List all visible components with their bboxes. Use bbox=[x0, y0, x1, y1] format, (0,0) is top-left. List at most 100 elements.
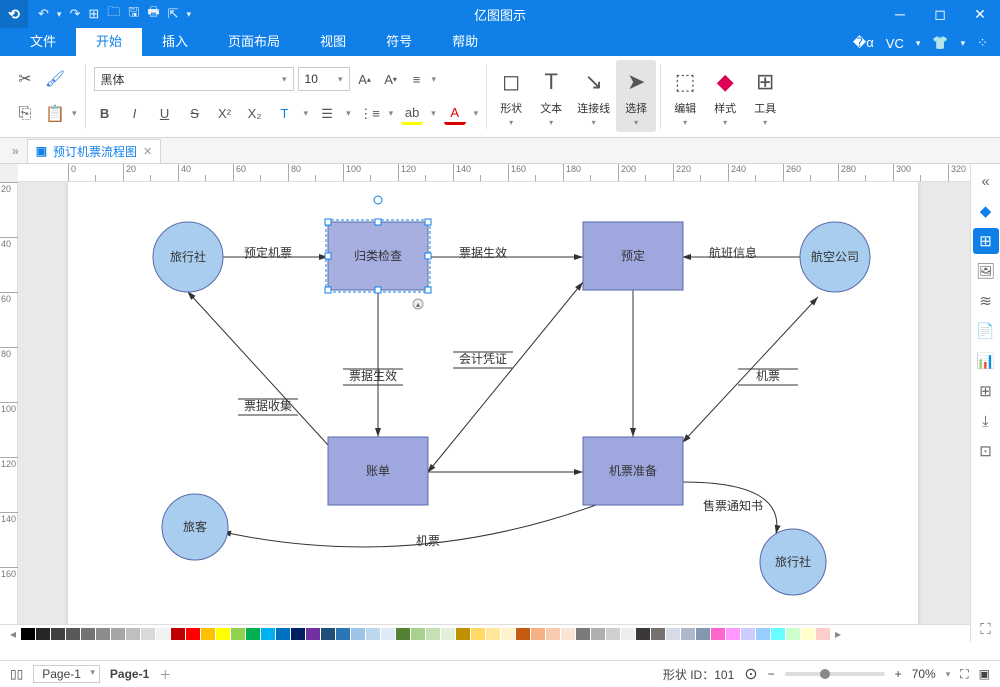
redo-icon[interactable]: ↷ bbox=[69, 6, 80, 22]
color-swatch[interactable] bbox=[606, 628, 620, 640]
color-swatch[interactable] bbox=[726, 628, 740, 640]
new-icon[interactable]: ⊞ bbox=[88, 6, 99, 22]
color-swatch[interactable] bbox=[261, 628, 275, 640]
tab-expand-icon[interactable]: » bbox=[4, 144, 27, 158]
grid-icon[interactable]: ⁘ bbox=[977, 35, 988, 51]
copy-icon[interactable]: ⎘ bbox=[12, 101, 38, 127]
edit-tool[interactable]: ⬚编辑▾ bbox=[665, 60, 705, 132]
superscript-icon[interactable]: X² bbox=[214, 103, 236, 125]
bullets-icon[interactable]: ⋮≡ bbox=[359, 103, 381, 125]
color-swatch[interactable] bbox=[696, 628, 710, 640]
color-swatch[interactable] bbox=[201, 628, 215, 640]
color-swatch[interactable] bbox=[246, 628, 260, 640]
undo-dropdown-icon[interactable]: ▾ bbox=[57, 9, 62, 20]
color-swatch[interactable] bbox=[126, 628, 140, 640]
page-selector[interactable]: Page-1 bbox=[33, 665, 100, 683]
color-swatch[interactable] bbox=[396, 628, 410, 640]
tools-tool[interactable]: ⊞工具▾ bbox=[745, 60, 785, 132]
color-swatch[interactable] bbox=[666, 628, 680, 640]
save-icon[interactable]: 🖫 bbox=[128, 3, 139, 25]
palette-right-icon[interactable]: ▸ bbox=[831, 627, 845, 641]
chart-panel-icon[interactable]: 📊 bbox=[973, 348, 999, 374]
grow-font-icon[interactable]: A▴ bbox=[354, 68, 376, 90]
canvas[interactable]: 预定机票票据生效航班信息票据生效会计凭证票据收集机票售票通知书机票旅行社归类检查… bbox=[18, 182, 970, 624]
style-tool[interactable]: ◆样式▾ bbox=[705, 60, 745, 132]
color-swatch[interactable] bbox=[636, 628, 650, 640]
color-swatch[interactable] bbox=[471, 628, 485, 640]
color-swatch[interactable] bbox=[741, 628, 755, 640]
color-swatch[interactable] bbox=[546, 628, 560, 640]
paste-icon[interactable]: 📋 bbox=[42, 101, 68, 127]
color-swatch[interactable] bbox=[786, 628, 800, 640]
close-button[interactable]: ✕ bbox=[960, 0, 1000, 28]
color-swatch[interactable] bbox=[561, 628, 575, 640]
document-tab[interactable]: ▣ 预订机票流程图 ✕ bbox=[27, 139, 162, 163]
fit-page-icon[interactable]: ⛶ bbox=[960, 667, 968, 682]
color-swatch[interactable] bbox=[81, 628, 95, 640]
color-swatch[interactable] bbox=[531, 628, 545, 640]
color-swatch[interactable] bbox=[456, 628, 470, 640]
italic-icon[interactable]: I bbox=[124, 103, 146, 125]
line-spacing-icon[interactable]: ☰ bbox=[316, 103, 338, 125]
open-icon[interactable]: 🗀 bbox=[107, 3, 120, 25]
export-dropdown-icon[interactable]: ▾ bbox=[187, 9, 192, 20]
color-swatch[interactable] bbox=[216, 628, 230, 640]
color-swatch[interactable] bbox=[771, 628, 785, 640]
color-swatch[interactable] bbox=[171, 628, 185, 640]
menu-tab-6[interactable]: 帮助 bbox=[432, 26, 498, 56]
menu-tab-2[interactable]: 插入 bbox=[142, 26, 208, 56]
color-swatch[interactable] bbox=[111, 628, 125, 640]
shrink-font-icon[interactable]: A▾ bbox=[380, 68, 402, 90]
color-swatch[interactable] bbox=[651, 628, 665, 640]
highlight-icon[interactable]: ab bbox=[401, 103, 423, 125]
cut-icon[interactable]: ✂ bbox=[12, 66, 38, 92]
vc-label[interactable]: VC bbox=[886, 36, 904, 51]
zoom-slider[interactable] bbox=[785, 672, 885, 676]
color-swatch[interactable] bbox=[366, 628, 380, 640]
color-swatch[interactable] bbox=[516, 628, 530, 640]
format-painter-icon[interactable]: 🖌 bbox=[42, 66, 68, 92]
color-swatch[interactable] bbox=[501, 628, 515, 640]
bold-icon[interactable]: B bbox=[94, 103, 116, 125]
color-swatch[interactable] bbox=[96, 628, 110, 640]
color-swatch[interactable] bbox=[51, 628, 65, 640]
align-icon[interactable]: ≡ bbox=[406, 68, 428, 90]
color-swatch[interactable] bbox=[276, 628, 290, 640]
strike-icon[interactable]: S bbox=[184, 103, 206, 125]
color-swatch[interactable] bbox=[756, 628, 770, 640]
select-tool[interactable]: ➤选择▾ bbox=[616, 60, 656, 132]
color-swatch[interactable] bbox=[306, 628, 320, 640]
color-swatch[interactable] bbox=[321, 628, 335, 640]
color-swatch[interactable] bbox=[801, 628, 815, 640]
menu-tab-5[interactable]: 符号 bbox=[366, 26, 432, 56]
color-swatch[interactable] bbox=[21, 628, 35, 640]
page-panel-icon[interactable]: 📄 bbox=[973, 318, 999, 344]
table-panel-icon[interactable]: ⊞ bbox=[973, 378, 999, 404]
color-swatch[interactable] bbox=[66, 628, 80, 640]
maximize-button[interactable]: ◻ bbox=[920, 0, 960, 28]
font-family-select[interactable]: 黑体▾ bbox=[94, 67, 294, 91]
text-tool[interactable]: T文本▾ bbox=[531, 60, 571, 132]
export-icon[interactable]: ⇱ bbox=[168, 6, 179, 22]
color-swatch[interactable] bbox=[351, 628, 365, 640]
shape-tool[interactable]: ◻形状▾ bbox=[491, 60, 531, 132]
font-color-icon[interactable]: A bbox=[444, 103, 466, 125]
color-swatch[interactable] bbox=[231, 628, 245, 640]
color-swatch[interactable] bbox=[486, 628, 500, 640]
underline-icon[interactable]: U bbox=[154, 103, 176, 125]
minimize-button[interactable]: ─ bbox=[880, 0, 920, 28]
diagram[interactable]: 预定机票票据生效航班信息票据生效会计凭证票据收集机票售票通知书机票旅行社归类检查… bbox=[68, 182, 918, 624]
palette-left-icon[interactable]: ◂ bbox=[6, 627, 20, 641]
print-icon[interactable]: 🖶 bbox=[147, 3, 159, 25]
connector-tool[interactable]: ↘连接线▾ bbox=[571, 60, 616, 132]
add-page-icon[interactable]: ＋ bbox=[159, 666, 171, 683]
menu-tab-0[interactable]: 文件 bbox=[10, 26, 76, 56]
color-swatch[interactable] bbox=[681, 628, 695, 640]
page-view-icon[interactable]: ▯▯ bbox=[10, 667, 23, 681]
zoom-out-icon[interactable]: − bbox=[768, 667, 775, 681]
subscript-icon[interactable]: X₂ bbox=[244, 103, 266, 125]
color-swatch[interactable] bbox=[426, 628, 440, 640]
undo-icon[interactable]: ↶ bbox=[38, 6, 49, 22]
shapes-panel-icon[interactable]: ⊞ bbox=[973, 228, 999, 254]
menu-tab-1[interactable]: 开始 bbox=[76, 26, 142, 56]
